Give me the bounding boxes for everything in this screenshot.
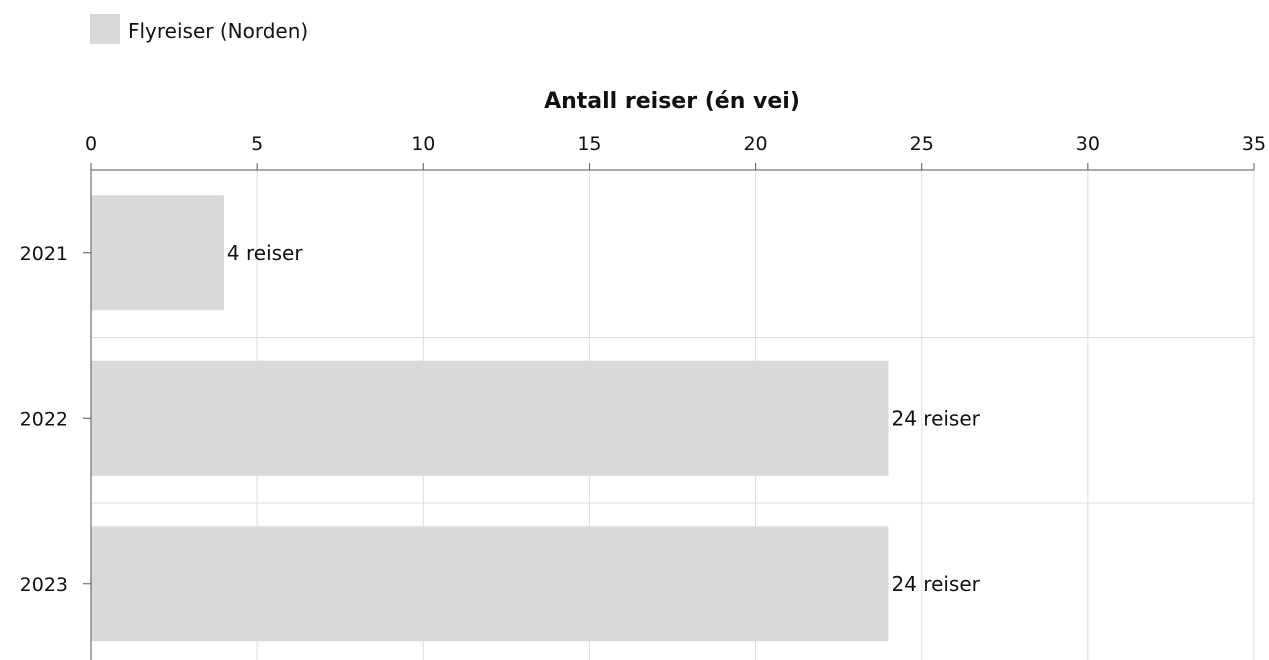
x-tick-label: 0 bbox=[85, 133, 97, 155]
legend: Flyreiser (Norden) bbox=[90, 14, 308, 44]
x-tick-label: 10 bbox=[411, 133, 435, 155]
grid bbox=[91, 170, 1255, 660]
data-label: 4 reiser bbox=[227, 241, 303, 265]
legend-swatch bbox=[90, 14, 120, 44]
x-tick-label: 20 bbox=[743, 133, 767, 155]
bar bbox=[91, 360, 889, 476]
y-tick-label: 2023 bbox=[20, 574, 68, 596]
bar bbox=[91, 195, 224, 311]
y-tick-label: 2021 bbox=[20, 243, 68, 265]
y-tick-label: 2022 bbox=[20, 408, 68, 430]
x-tick-label: 35 bbox=[1242, 133, 1266, 155]
bars bbox=[91, 195, 889, 642]
x-tick-label: 25 bbox=[910, 133, 934, 155]
data-label: 24 reiser bbox=[891, 406, 980, 430]
axes bbox=[83, 163, 1255, 660]
labels: 0 5 10 15 20 25 30 35 2021 4 reiser 2022 24 reiser 2… bbox=[20, 133, 1266, 596]
legend-label: Flyreiser (Norden) bbox=[128, 19, 308, 43]
x-tick-label: 5 bbox=[251, 133, 263, 155]
x-axis-title: Antall reiser (én vei) bbox=[544, 89, 800, 114]
data-label: 24 reiser bbox=[891, 572, 980, 596]
x-tick-label: 15 bbox=[577, 133, 601, 155]
x-tick-label: 30 bbox=[1076, 133, 1100, 155]
bar bbox=[91, 526, 889, 642]
